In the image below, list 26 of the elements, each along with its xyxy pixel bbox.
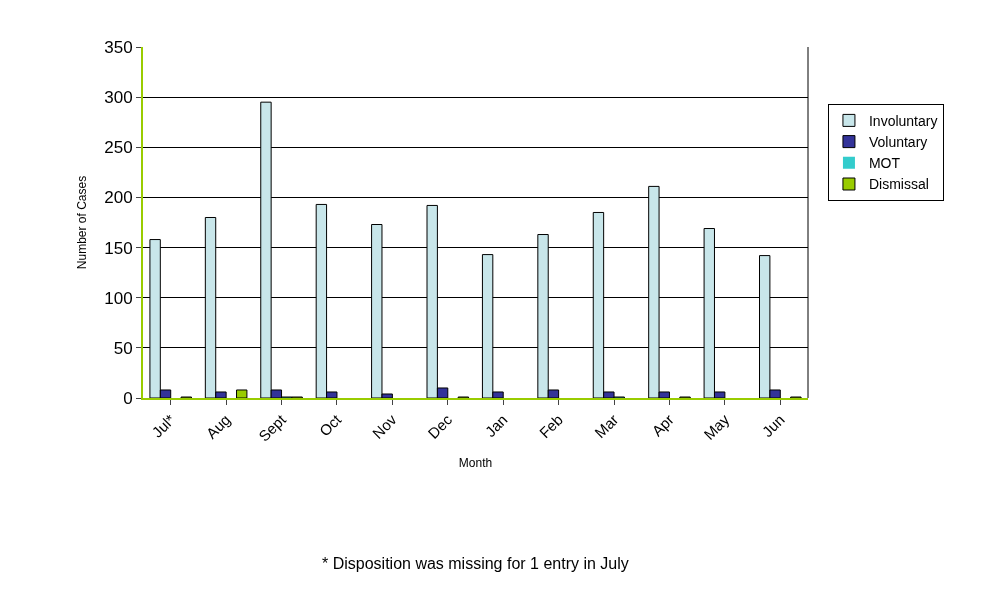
y-tick-label: 250: [104, 138, 133, 158]
y-tick-label: 100: [104, 288, 133, 308]
legend-label: Involuntary: [868, 112, 938, 129]
x-tick-label: Jun: [758, 410, 788, 441]
x-tick-label: Oct: [315, 410, 345, 440]
y-tick-label: 150: [104, 238, 133, 258]
y-tick-label: 200: [104, 188, 133, 208]
x-tick-label: Dec: [424, 410, 456, 442]
x-tick-label: Jan: [481, 410, 511, 441]
x-tick-label: Jul*: [148, 410, 179, 441]
legend-label: Dismissal: [868, 176, 929, 193]
text: * Disposition was missing for 1 entry in July: [322, 555, 629, 572]
y-axis-title: Number of Cases: [75, 175, 90, 270]
y-tick-label: 50: [113, 338, 133, 358]
legend-label: MOT: [868, 155, 901, 172]
y-tick-label: 300: [104, 88, 133, 108]
y-tick-label: 0: [123, 388, 133, 408]
x-tick-label: Mar: [591, 410, 622, 442]
y-tick-label: 350: [104, 37, 133, 57]
x-axis-title: Month: [458, 456, 493, 471]
legend-label: Voluntary: [868, 134, 928, 151]
x-tick-label: May: [700, 410, 733, 443]
x-tick-label: Aug: [202, 410, 234, 442]
x-tick-label: Feb: [535, 410, 567, 442]
x-tick-label: Apr: [648, 410, 677, 440]
x-tick-label: Nov: [368, 410, 401, 442]
